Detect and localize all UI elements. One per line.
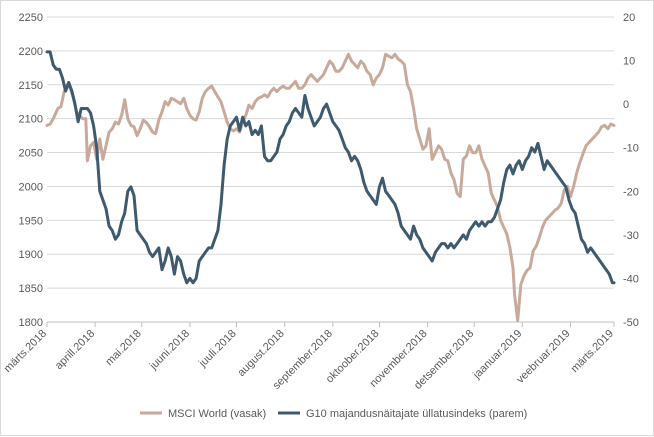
y-right-tick-label: -20 [623, 186, 639, 198]
series-lines [45, 50, 616, 323]
y-left-tick-label: 1900 [19, 249, 43, 261]
gridlines [47, 16, 614, 323]
y-right-tick-label: -30 [623, 230, 639, 242]
series-line-msci-world [45, 52, 616, 323]
x-tick-label: märts.2018 [2, 328, 49, 375]
y-left-tick-label: 1950 [19, 215, 43, 227]
y-left-tick-label: 1800 [19, 317, 43, 329]
y-left-tick-label: 2050 [19, 148, 43, 160]
y-right-tick-label: 10 [623, 56, 635, 68]
x-tick-label: aprill.2018 [53, 328, 97, 372]
x-tick-label: jaanuar.2019 [470, 328, 524, 382]
y-left-tick-label: 2200 [19, 46, 43, 58]
y-right-tick-label: 20 [623, 12, 635, 24]
y-left-tick-label: 2150 [19, 80, 43, 92]
y-right-tick-label: -40 [623, 273, 639, 285]
x-tick-label: juuni.2018 [147, 328, 192, 373]
x-axis: märts.2018 aprill.2018 mai.2018 juuni.2018 j… [2, 321, 616, 392]
y-left-tick-label: 2250 [19, 12, 43, 24]
legend-label: G10 majandusnäitajate üllatusindeks (par… [306, 408, 527, 420]
legend-label: MSCI World (vasak) [168, 408, 266, 420]
x-tick-label: august.2018 [235, 328, 286, 379]
series-line-g10-surprise-index [45, 50, 616, 285]
y-left-tick-label: 1850 [19, 283, 43, 295]
y-axis-right: -50 -40 -30 -20 -10 0 10 20 [623, 12, 639, 329]
legend: MSCI World (vasak) G10 majandusnäitajate … [140, 408, 527, 420]
y-right-tick-label: -50 [623, 317, 639, 329]
y-right-tick-label: 0 [623, 99, 629, 111]
x-tick-label: juuli.2018 [196, 328, 238, 370]
x-tick-label: mai.2018 [103, 328, 143, 368]
y-left-tick-label: 2100 [19, 114, 43, 126]
y-left-tick-label: 2000 [19, 181, 43, 193]
x-tick-label: märts.2019 [569, 328, 616, 375]
y-axis-left: 1800 1850 1900 1950 2000 2050 2100 2150 2200 2250 [19, 12, 43, 329]
y-right-tick-label: -10 [623, 143, 639, 155]
